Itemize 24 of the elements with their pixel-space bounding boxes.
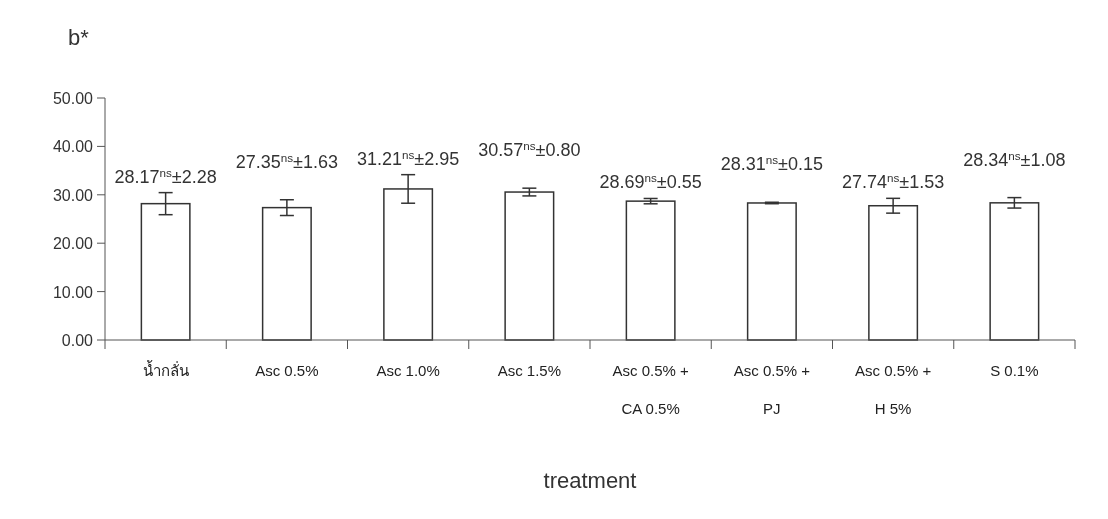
data-label: 27.35$^{ns}$±1.63 [235, 150, 339, 172]
data-label: 31.21$^{ns}$±2.95 [356, 147, 460, 169]
y-tick-label: 0.00 [61, 332, 94, 349]
x-tick-label: Asc 1.0% [376, 362, 440, 379]
y-tick-label: 20.00 [52, 235, 94, 253]
y-tick-label: 50.00 [52, 90, 94, 107]
x-axis-title: treatment [543, 468, 637, 493]
x-tick-label: น้ำกลั่น [142, 360, 189, 379]
y-tick-label: 40.00 [52, 138, 94, 156]
data-label: 28.34$^{ns}$±1.08 [963, 148, 1066, 170]
y-axis-title: b* [68, 25, 90, 50]
x-tick-label: Asc 0.5% [255, 362, 319, 379]
y-tick-label: 30.00 [52, 186, 94, 204]
data-label: 27.74$^{ns}$±1.53 [841, 170, 945, 193]
y-tick-label: 10.00 [52, 283, 94, 301]
x-tick-label: S 0.1% [990, 362, 1039, 379]
data-label: 30.57$^{ns}$±0.80 [478, 138, 581, 161]
category-label: Asc 0.5% + PJ [733, 362, 811, 417]
x-tick-label: Asc 1.5% [497, 362, 562, 379]
data-label: 28.69$^{ns}$±0.55 [599, 170, 702, 193]
data-label: 28.31$^{ns}$±0.15 [720, 152, 824, 175]
category-label: Asc 0.5% + H 5% [854, 362, 932, 417]
data-label: 28.17$^{ns}$±2.28 [114, 165, 217, 187]
category-label: Asc 0.5% + CA 0.5% [612, 362, 689, 417]
